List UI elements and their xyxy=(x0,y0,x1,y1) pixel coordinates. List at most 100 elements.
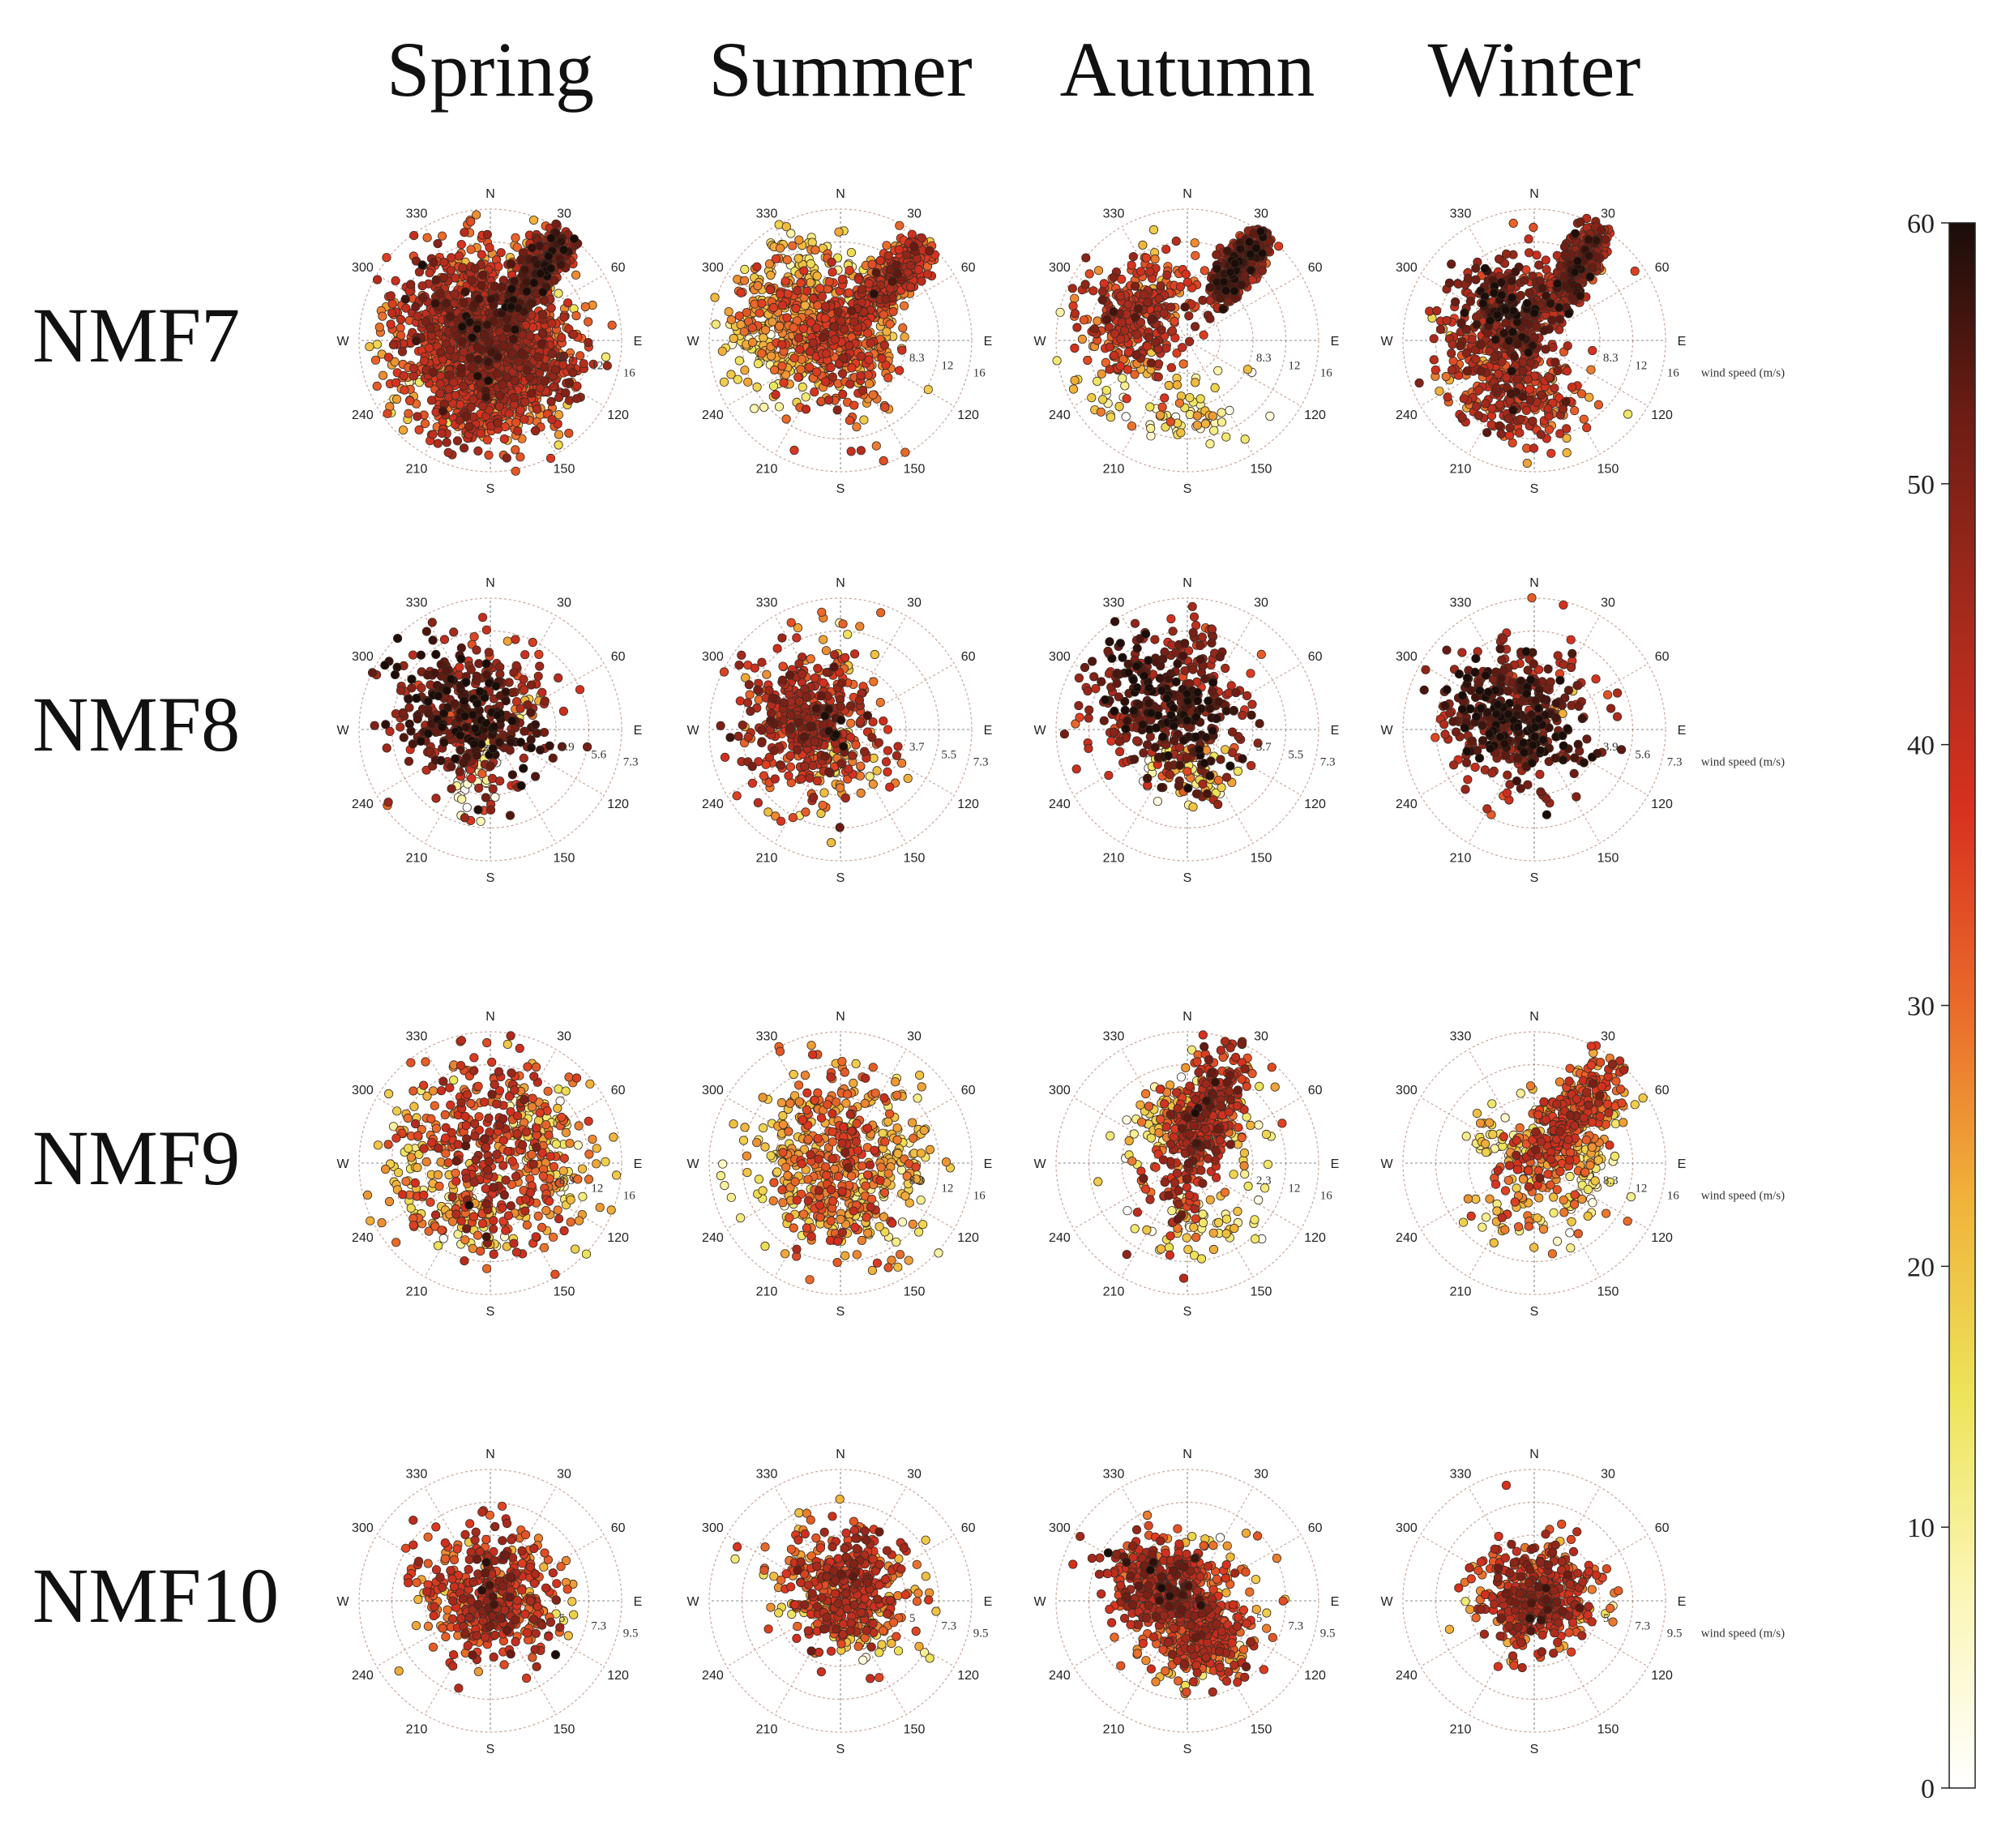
data-point xyxy=(372,381,382,391)
data-point xyxy=(826,362,836,372)
angle-label: S xyxy=(1530,482,1539,496)
data-point xyxy=(1098,395,1108,404)
data-point xyxy=(1127,421,1137,431)
data-point xyxy=(839,353,849,363)
data-point xyxy=(473,446,483,456)
data-point xyxy=(498,333,508,343)
data-point xyxy=(537,328,548,338)
data-point xyxy=(414,425,424,435)
data-point xyxy=(461,412,471,421)
data-point xyxy=(473,323,482,334)
data-point xyxy=(428,430,438,439)
data-point xyxy=(1171,236,1181,246)
data-point xyxy=(1447,349,1456,358)
data-point xyxy=(1123,299,1133,310)
speed-tick-label: 8.3 xyxy=(559,352,575,365)
data-point xyxy=(1473,411,1484,421)
data-point xyxy=(1623,409,1633,419)
data-point xyxy=(1109,306,1118,317)
angle-label: 30 xyxy=(1601,207,1615,220)
data-point xyxy=(852,422,862,432)
data-point xyxy=(1495,400,1505,409)
angle-label: 210 xyxy=(756,463,778,477)
data-point xyxy=(798,323,809,333)
data-point xyxy=(1274,242,1284,251)
data-point xyxy=(540,376,550,386)
data-point xyxy=(887,276,897,286)
data-point xyxy=(791,303,801,314)
data-point xyxy=(774,402,785,412)
data-point xyxy=(547,319,557,328)
data-point xyxy=(417,281,427,291)
data-point xyxy=(486,294,496,304)
data-point xyxy=(922,269,933,279)
data-point xyxy=(1116,334,1126,344)
data-point xyxy=(468,332,477,342)
angle-label: N xyxy=(1182,187,1192,201)
data-point xyxy=(1476,366,1486,376)
data-point xyxy=(747,323,757,333)
data-point xyxy=(1472,312,1482,322)
data-point xyxy=(1478,298,1488,308)
data-point xyxy=(775,243,785,253)
data-point xyxy=(1553,366,1563,375)
data-point xyxy=(1083,355,1093,366)
data-point xyxy=(1067,284,1077,293)
data-point xyxy=(386,291,396,301)
data-point xyxy=(516,255,526,265)
data-point xyxy=(1576,217,1585,227)
data-point xyxy=(530,426,541,436)
data-point xyxy=(849,400,859,410)
angle-label: 150 xyxy=(904,463,926,477)
data-point xyxy=(1537,283,1547,293)
data-point xyxy=(1115,361,1125,371)
data-point xyxy=(397,347,408,357)
data-point xyxy=(502,373,512,383)
data-point xyxy=(1176,428,1186,438)
data-point xyxy=(584,317,593,327)
data-point xyxy=(551,219,561,229)
data-point xyxy=(900,332,909,342)
data-point xyxy=(1096,407,1106,417)
data-point xyxy=(1584,250,1594,261)
data-point xyxy=(845,265,854,276)
data-point xyxy=(752,382,762,392)
data-point xyxy=(1588,345,1597,356)
data-point xyxy=(1190,238,1200,248)
data-point xyxy=(437,428,447,438)
data-point xyxy=(476,428,485,438)
angle-label: 120 xyxy=(1651,409,1673,422)
data-point xyxy=(405,396,415,406)
angle-label: N xyxy=(1529,187,1539,201)
data-point xyxy=(750,404,759,413)
data-point xyxy=(905,260,915,271)
data-point xyxy=(815,283,825,293)
data-point xyxy=(561,388,571,398)
data-point xyxy=(396,331,406,340)
angle-label: 240 xyxy=(1049,409,1071,422)
data-point xyxy=(1560,250,1570,260)
data-point xyxy=(411,336,421,346)
speed-tick-label: 16 xyxy=(973,366,986,379)
data-point xyxy=(1486,420,1496,430)
data-point xyxy=(796,365,806,374)
data-point xyxy=(1123,347,1134,357)
data-point xyxy=(828,267,837,277)
data-point xyxy=(1055,307,1065,317)
data-point xyxy=(810,245,820,255)
angle-label: 120 xyxy=(957,409,979,422)
data-point xyxy=(1230,259,1240,268)
data-point xyxy=(1255,226,1266,237)
data-point xyxy=(1191,322,1200,332)
data-point xyxy=(426,396,437,405)
data-point xyxy=(1485,315,1495,326)
row-label-nmf9: NMF9 xyxy=(32,1114,241,1201)
data-point xyxy=(511,417,521,427)
data-point xyxy=(1520,276,1529,285)
data-point xyxy=(1218,304,1228,314)
data-point xyxy=(847,306,857,316)
data-point xyxy=(895,366,904,375)
data-point xyxy=(729,333,738,344)
speed-tick-label: 16 xyxy=(1667,366,1680,379)
